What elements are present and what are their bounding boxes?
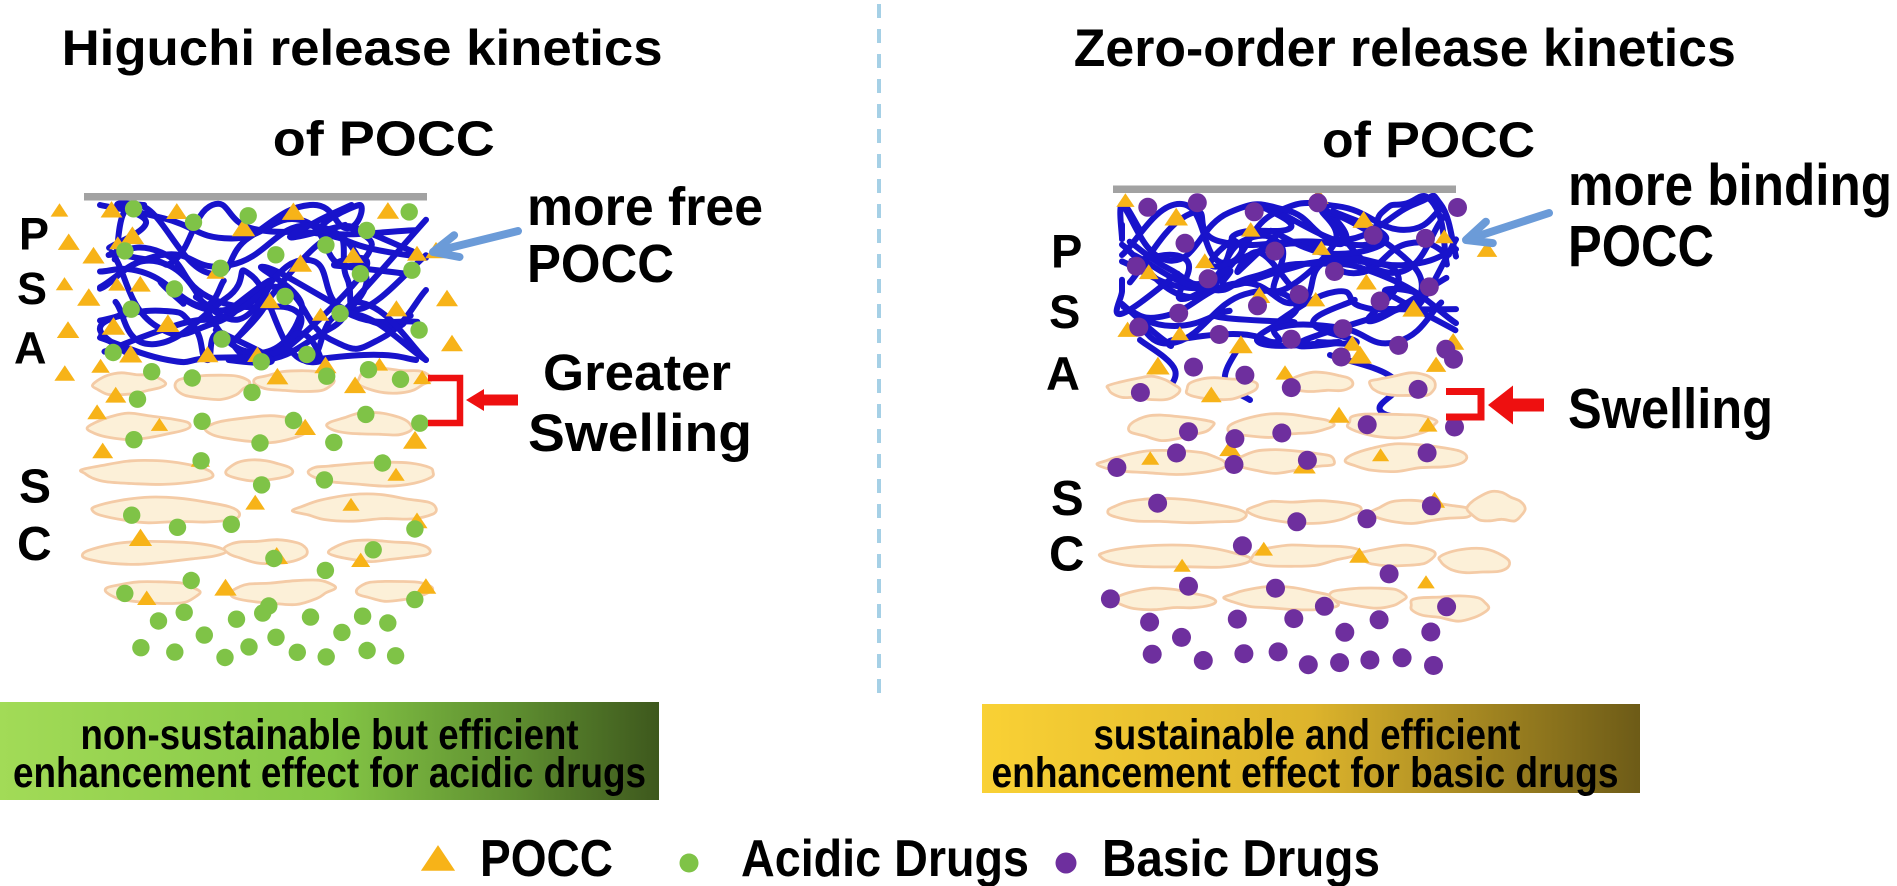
svg-text:S: S — [1049, 285, 1080, 338]
svg-text:Greater: Greater — [543, 344, 731, 401]
svg-text:A: A — [1046, 347, 1080, 400]
svg-text:Basic Drugs: Basic Drugs — [1102, 830, 1380, 886]
svg-text:S: S — [19, 461, 51, 514]
svg-text:POCC: POCC — [527, 234, 674, 294]
svg-text:C: C — [17, 518, 52, 571]
svg-text:more binding: more binding — [1568, 153, 1892, 218]
svg-text:S: S — [17, 263, 47, 314]
svg-text:enhancement effect for acidic: enhancement effect for acidic drugs — [13, 749, 646, 797]
svg-text:P: P — [19, 209, 49, 260]
svg-text:C: C — [1049, 528, 1084, 582]
svg-text:S: S — [1051, 472, 1084, 526]
svg-text:enhancement effect for basic d: enhancement effect for basic drugs — [992, 749, 1619, 797]
svg-text:Zero-order release kinetics: Zero-order release kinetics — [1074, 19, 1736, 78]
svg-text:P: P — [1051, 224, 1082, 277]
svg-text:Swelling: Swelling — [528, 404, 752, 463]
svg-text:POCC: POCC — [480, 830, 613, 886]
svg-text:of POCC: of POCC — [1322, 112, 1535, 168]
svg-text:Swelling: Swelling — [1568, 377, 1773, 441]
svg-text:sustainable and efficient: sustainable and efficient — [1094, 711, 1521, 759]
svg-text:Higuchi release kinetics: Higuchi release kinetics — [62, 20, 663, 76]
svg-text:of POCC: of POCC — [273, 113, 495, 167]
svg-text:Acidic Drugs: Acidic Drugs — [741, 830, 1029, 886]
svg-text:POCC: POCC — [1568, 214, 1714, 279]
svg-text:non-sustainable but efficient: non-sustainable but efficient — [81, 711, 579, 759]
svg-text:A: A — [14, 323, 47, 374]
svg-text:more free: more free — [527, 177, 763, 237]
